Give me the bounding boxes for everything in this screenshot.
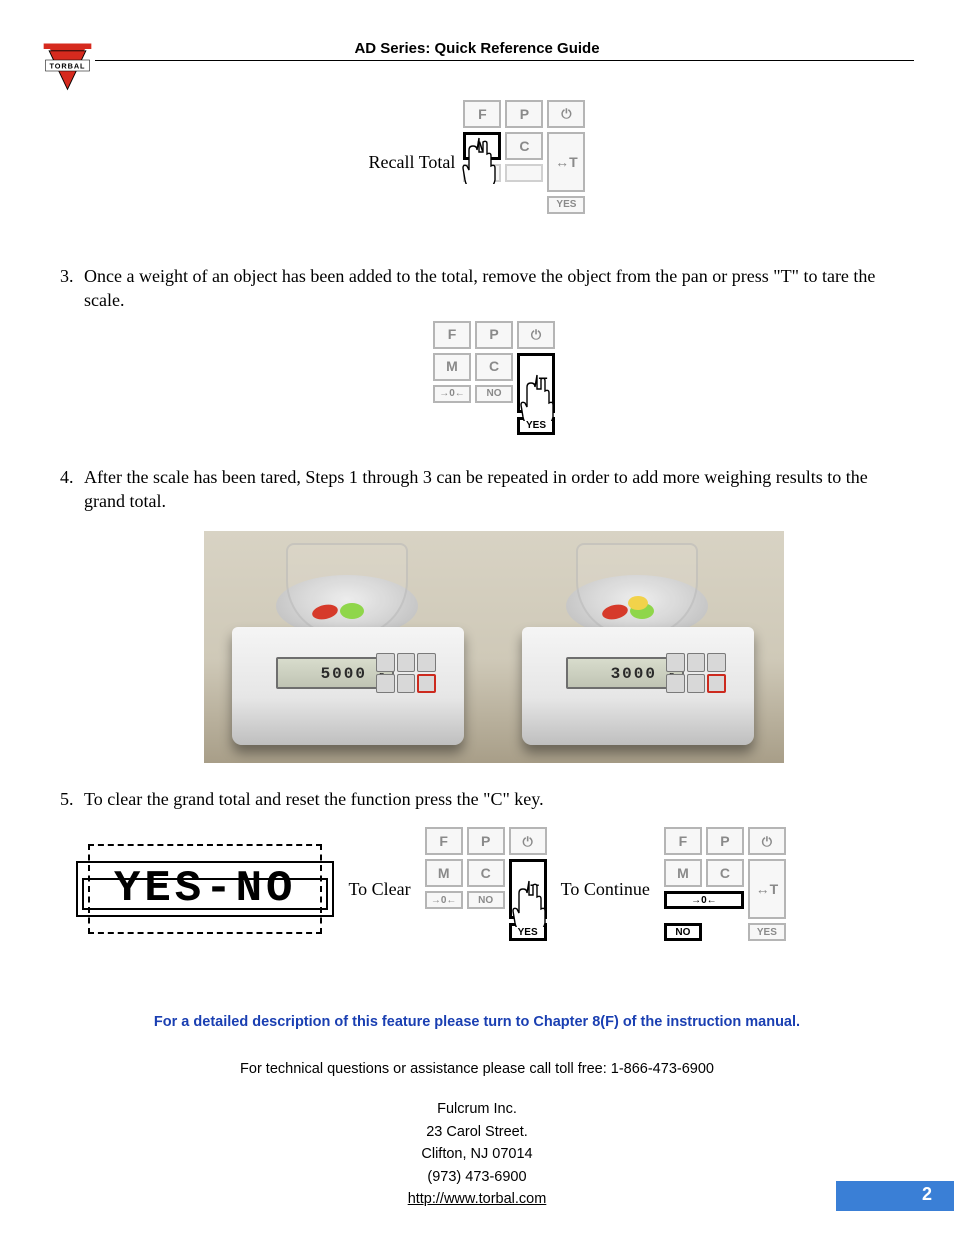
step-4-text: After the scale has been tared, Steps 1 … — [84, 467, 868, 511]
key-no: NO — [475, 385, 513, 403]
key-f: F — [425, 827, 463, 855]
scale-photo-right: 3000 g — [494, 531, 784, 763]
key-yes: YES — [748, 923, 786, 941]
key-f: F — [433, 321, 471, 349]
key-f: F — [463, 100, 501, 128]
key-p: P — [475, 321, 513, 349]
key-t-highlighted: ↔T — [509, 859, 547, 919]
key-zero: →0← — [433, 385, 471, 403]
key-c: C — [475, 353, 513, 381]
key-c: C — [505, 132, 543, 160]
key-zero: →0← — [425, 891, 463, 909]
step-4: After the scale has been tared, Steps 1 … — [78, 465, 904, 764]
header-title: AD Series: Quick Reference Guide — [0, 40, 954, 57]
footer-phone: (973) 473-6900 — [50, 1166, 904, 1188]
key-p: P — [505, 100, 543, 128]
keypad-recall: F P ⏻ M C ↔T YES — [463, 100, 585, 224]
footer-citystate: Clifton, NJ 07014 — [50, 1143, 904, 1165]
key-yes-highlighted: YES — [509, 923, 547, 941]
footer-url-link[interactable]: http://www.torbal.com — [408, 1191, 547, 1207]
footer: For a detailed description of this featu… — [50, 1011, 904, 1210]
to-continue-label: To Continue — [561, 877, 650, 901]
page-number: 2 — [922, 1184, 932, 1204]
page-number-badge: 2 — [836, 1181, 954, 1211]
step-5: To clear the grand total and reset the f… — [78, 787, 904, 951]
key-f: F — [664, 827, 702, 855]
key-m: M — [664, 859, 702, 887]
keypad-tare: F P ⏻ M C ↔T →0← NO YES — [433, 321, 555, 445]
scale-photo-row: 5000 g 3000 g — [84, 531, 904, 763]
key-c: C — [467, 859, 505, 887]
key-no: NO — [467, 891, 505, 909]
key-power: ⏻ — [547, 100, 585, 128]
keypad-clear: F P ⏻ M C ↔T →0← NO YES — [425, 827, 547, 951]
key-yes-highlighted: YES — [517, 417, 555, 435]
step-3: Once a weight of an object has been adde… — [78, 264, 904, 445]
step-5-row: YES-NO To Clear F P ⏻ M C ↔T →0← NO — [76, 827, 904, 951]
keypad-continue: F P ⏻ M C ↔T →0← NO YES — [664, 827, 786, 951]
key-t-highlighted: ↔T — [517, 353, 555, 413]
footer-street: 23 Carol Street. — [50, 1121, 904, 1143]
key-p: P — [467, 827, 505, 855]
key-t: ↔T — [547, 132, 585, 192]
key-m: M — [433, 353, 471, 381]
key-zero-hidden — [463, 164, 501, 182]
scale-photo-left: 5000 g — [204, 531, 494, 763]
footer-company: Fulcrum Inc. — [50, 1098, 904, 1120]
logo-text: TORBAL — [50, 61, 86, 70]
key-no-hidden — [505, 164, 543, 182]
step-5-text: To clear the grand total and reset the f… — [84, 789, 544, 809]
step-3-text: Once a weight of an object has been adde… — [84, 266, 875, 310]
to-clear-label: To Clear — [348, 877, 410, 901]
key-m: M — [425, 859, 463, 887]
key-t: ↔T — [748, 859, 786, 919]
instruction-list: Once a weight of an object has been adde… — [78, 264, 904, 951]
key-zero-highlighted: →0← — [664, 891, 744, 909]
lcd-yes-no: YES-NO — [76, 861, 334, 917]
recall-total-row: Recall Total F P ⏻ M C ↔T YES — [50, 100, 904, 224]
footer-support: For technical questions or assistance pl… — [50, 1058, 904, 1080]
key-no-highlighted: NO — [664, 923, 702, 941]
key-power: ⏻ — [509, 827, 547, 855]
key-m-highlighted: M — [463, 132, 501, 160]
key-power: ⏻ — [517, 321, 555, 349]
page-content: Recall Total F P ⏻ M C ↔T YES — [0, 60, 954, 1211]
page-header: AD Series: Quick Reference Guide — [0, 0, 954, 60]
key-c: C — [706, 859, 744, 887]
lcd-text: YES-NO — [88, 844, 322, 934]
key-yes: YES — [547, 196, 585, 214]
key-power: ⏻ — [748, 827, 786, 855]
recall-total-label: Recall Total — [369, 150, 456, 174]
footer-emphasis: For a detailed description of this featu… — [50, 1011, 904, 1033]
key-p: P — [706, 827, 744, 855]
header-rule — [95, 60, 914, 61]
